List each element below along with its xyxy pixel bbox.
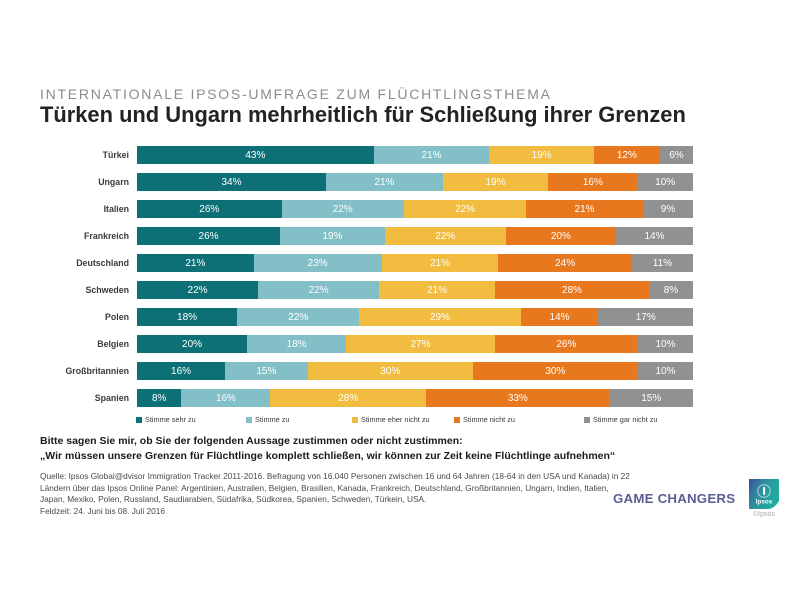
svg-text:Ipsos: Ipsos — [756, 499, 773, 506]
